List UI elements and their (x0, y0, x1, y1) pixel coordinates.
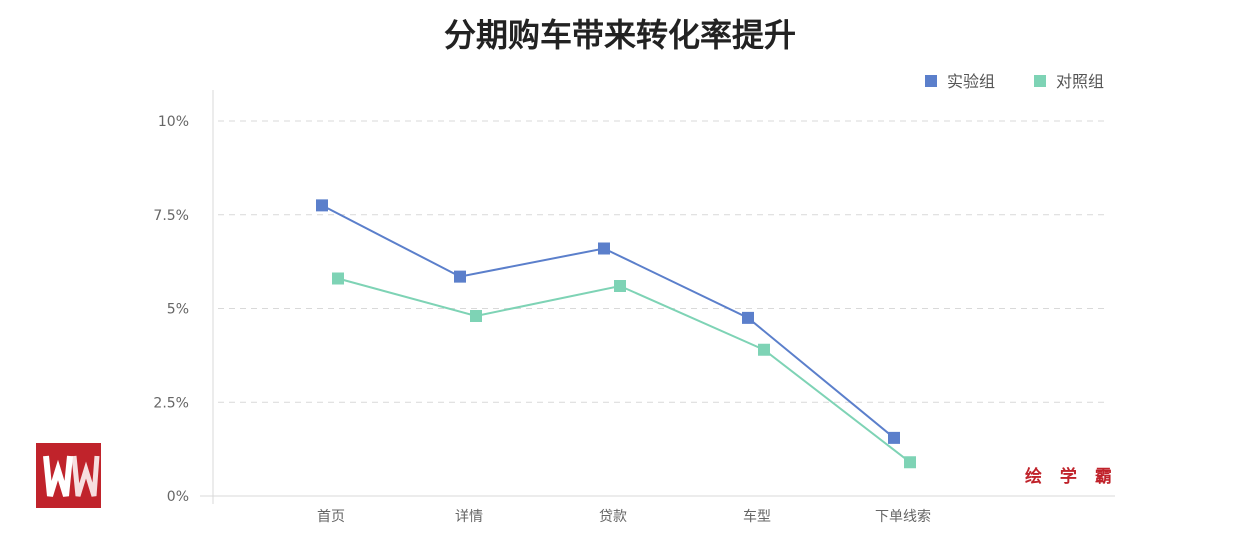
logo-w-glyph (43, 455, 73, 497)
x-tick-label: 下单线索 (875, 508, 931, 525)
series-1 (316, 199, 900, 444)
y-tick-label: 10% (158, 114, 189, 130)
x-tick-label: 车型 (743, 508, 771, 525)
series-2 (332, 272, 916, 469)
series-line (337, 277, 911, 464)
data-point (316, 199, 328, 212)
data-point (470, 310, 482, 322)
data-point (598, 242, 610, 255)
axes (200, 90, 1115, 504)
series-line (321, 204, 895, 439)
legend-label: 对照组 (1056, 72, 1104, 91)
watermark-logo (36, 443, 101, 508)
data-point (888, 431, 900, 444)
y-tick-label: 5% (167, 302, 189, 318)
grid-lines (218, 120, 1105, 403)
data-point (758, 343, 770, 356)
x-tick-labels: 首页 详情 贷款 车型 下单线索 (317, 508, 931, 525)
x-tick-label: 贷款 (599, 509, 627, 525)
data-point (614, 280, 626, 292)
x-tick-label: 详情 (455, 509, 483, 525)
data-point (454, 270, 466, 283)
x-tick-label: 首页 (317, 509, 345, 525)
logo-w-glyph-shadow (71, 455, 100, 497)
data-point (332, 272, 344, 285)
series-layer (316, 199, 916, 469)
data-point (742, 311, 754, 324)
legend-label: 实验组 (947, 72, 995, 91)
y-tick-label: 2.5% (153, 395, 189, 411)
legend: 实验组 对照组 (925, 72, 1104, 91)
y-tick-labels: 0% 2.5% 5% 7.5% 10% (153, 114, 189, 505)
y-tick-label: 7.5% (153, 208, 189, 224)
y-tick-label: 0% (167, 489, 189, 505)
chart-title: 分期购车带来转化率提升 (444, 16, 796, 54)
data-point (904, 456, 916, 469)
legend-swatch (1034, 75, 1046, 87)
legend-swatch (925, 75, 937, 87)
watermark-text: 绘 学 霸 (1025, 466, 1118, 487)
